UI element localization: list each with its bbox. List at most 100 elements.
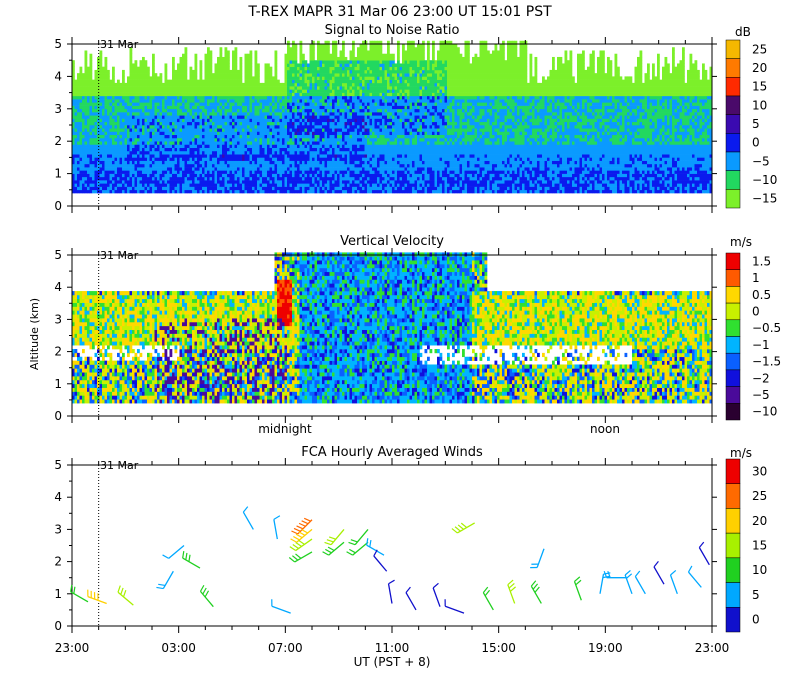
snr-cell [149, 180, 153, 184]
snr-cell [277, 82, 280, 87]
snr-cell [77, 173, 80, 178]
snr-cell [312, 76, 315, 80]
snr-cell [127, 180, 130, 184]
snr-cell [319, 134, 323, 139]
snr-cell [342, 99, 345, 103]
snr-cell [247, 128, 250, 132]
snr-cell [277, 118, 280, 123]
snr-cell [259, 189, 263, 194]
snr-cell [139, 95, 143, 100]
snr-cell [267, 176, 270, 181]
snr-cell [282, 150, 285, 155]
snr-cell [227, 183, 230, 187]
snr-cell [244, 125, 248, 129]
snr-cell [352, 60, 355, 64]
snr-cell [202, 108, 205, 113]
snr-cell [99, 137, 103, 142]
snr-cell [142, 147, 145, 152]
snr-cell [329, 180, 333, 184]
snr-cell [217, 147, 220, 152]
snr-cell [314, 183, 318, 187]
snr-cell [312, 86, 315, 90]
snr-cell [117, 125, 120, 129]
snr-cell [307, 76, 310, 80]
snr-cell [372, 189, 375, 194]
snr-cell [107, 144, 110, 148]
snr-cell [217, 79, 220, 84]
snr-cell [234, 99, 238, 103]
snr-cell [309, 144, 313, 148]
snr-cell [284, 173, 288, 178]
snr-cell [204, 115, 208, 119]
snr-cell [327, 118, 330, 123]
snr-cell [297, 134, 300, 139]
snr-cell [199, 92, 203, 97]
snr-cell [352, 137, 355, 142]
snr-cell [232, 118, 235, 123]
snr-cell [219, 160, 223, 165]
snr-cell [292, 157, 295, 161]
snr-cell [139, 79, 143, 84]
snr-cell [179, 163, 183, 168]
snr-cell [119, 183, 123, 187]
snr-cell [227, 86, 230, 90]
snr-cell [139, 173, 143, 178]
snr-cell [182, 186, 185, 191]
snr-cell [217, 176, 220, 181]
snr-cell [147, 112, 150, 116]
snr-cell [364, 56, 368, 61]
snr-cell [129, 170, 133, 174]
snr-cell [129, 92, 133, 97]
snr-cell [254, 69, 258, 74]
snr-cell [357, 160, 360, 165]
snr-cell [364, 105, 368, 110]
snr-cell [192, 186, 195, 191]
snr-cell [152, 176, 155, 181]
snr-cell [277, 147, 280, 152]
snr-cell [302, 141, 305, 145]
snr-cell [197, 128, 200, 132]
snr-cell [74, 86, 78, 90]
snr-cell [77, 89, 80, 93]
snr-cell [337, 73, 340, 77]
snr-cell [89, 69, 93, 74]
snr-cell [129, 86, 133, 90]
snr-cell [192, 157, 195, 161]
snr-cell [224, 163, 228, 168]
snr-cell [139, 89, 143, 93]
snr-cell [299, 89, 303, 93]
snr-cell [229, 76, 233, 80]
snr-cell [207, 115, 210, 119]
snr-cell [162, 150, 165, 155]
snr-cell [344, 134, 348, 139]
snr-cell [164, 73, 168, 77]
snr-cell [109, 131, 113, 136]
snr-cell [87, 134, 90, 139]
snr-cell [247, 189, 250, 194]
snr-cell [199, 137, 203, 142]
snr-cell [139, 118, 143, 123]
snr-cell [357, 92, 360, 97]
snr-cell [239, 73, 243, 77]
snr-cell [307, 108, 310, 113]
snr-cell [239, 125, 243, 129]
snr-cell [349, 79, 353, 84]
snr-cell [147, 180, 150, 184]
snr-cell [199, 63, 203, 67]
snr-cell [314, 189, 318, 194]
snr-cell [372, 69, 375, 74]
snr-cell [294, 121, 298, 126]
snr-cell [234, 134, 238, 139]
snr-cell [177, 95, 180, 100]
snr-cell [172, 134, 175, 139]
snr-cell [249, 76, 253, 80]
snr-cell [302, 92, 305, 97]
snr-cell [327, 63, 330, 67]
snr-cell [247, 167, 250, 171]
snr-cell [182, 176, 185, 181]
snr-cell [204, 69, 208, 74]
snr-cell [122, 180, 125, 184]
snr-cell [72, 86, 75, 90]
snr-cell [149, 92, 153, 97]
snr-cell [302, 99, 305, 103]
